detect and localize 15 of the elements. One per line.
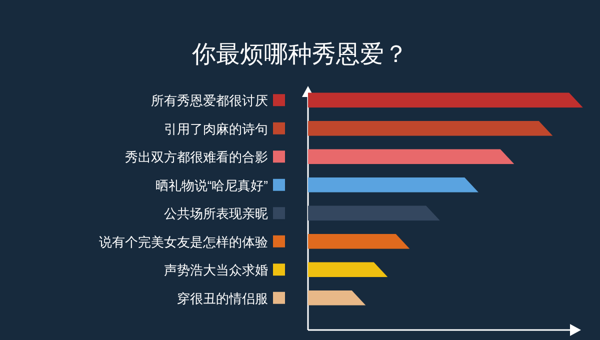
- category-label: 引用了肉麻的诗句: [164, 121, 268, 136]
- category-label: 说有个完美女友是怎样的体验: [99, 234, 268, 250]
- category-label: 声势浩大当众求婚: [164, 262, 268, 278]
- bar: [308, 92, 583, 108]
- bar: [308, 177, 478, 192]
- category-label: 公共场所表现亲昵: [164, 206, 268, 222]
- bar: [308, 149, 514, 164]
- bar: [308, 234, 410, 249]
- title: 你最烦哪种秀恩爱？: [192, 41, 408, 68]
- bar: [308, 206, 440, 221]
- category-label: 穿很丑的情侣服: [177, 290, 268, 306]
- category-label: 晒礼物说“哈尼真好”: [155, 178, 268, 193]
- category-label: 秀出双方都很难看的合影: [125, 150, 268, 165]
- bar: [308, 120, 553, 136]
- category-label: 所有秀恩爱都很讨厌: [151, 93, 268, 108]
